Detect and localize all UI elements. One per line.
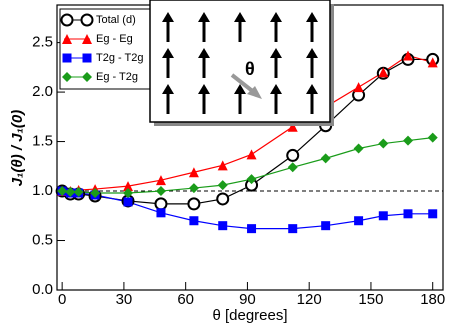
- x-tick-label: 180: [420, 291, 445, 308]
- marker: [188, 167, 199, 178]
- marker: [287, 162, 298, 173]
- inset-label: θ: [245, 59, 255, 79]
- marker: [246, 149, 257, 160]
- legend-label: T2g - T2g: [96, 52, 144, 64]
- x-tick-label: 60: [177, 291, 194, 308]
- marker: [65, 187, 76, 198]
- marker: [288, 224, 298, 234]
- marker: [156, 208, 166, 218]
- marker: [246, 174, 257, 185]
- marker: [217, 160, 228, 171]
- marker: [427, 132, 438, 143]
- marker: [82, 53, 92, 63]
- y-tick-label: 0.5: [32, 231, 53, 248]
- marker: [123, 188, 134, 199]
- marker: [218, 221, 228, 231]
- spin-arrow-head: [270, 12, 282, 22]
- y-tick-label: 0.0: [32, 281, 53, 298]
- x-tick-label: 90: [239, 291, 256, 308]
- spin-arrows: [162, 12, 318, 114]
- marker: [189, 216, 199, 226]
- marker: [378, 138, 389, 149]
- marker: [353, 143, 364, 154]
- marker: [354, 216, 364, 226]
- spin-arrow-head: [162, 84, 174, 94]
- series-line: [62, 190, 433, 230]
- marker: [320, 153, 331, 164]
- y-tick-label: 1.0: [32, 182, 53, 199]
- y-tick-label: 2.0: [32, 83, 53, 100]
- marker: [155, 175, 166, 186]
- marker: [62, 72, 72, 82]
- legend-box: [59, 8, 153, 90]
- marker: [427, 57, 438, 68]
- inset: θ: [149, 0, 334, 126]
- spin-arrow-head: [198, 12, 210, 22]
- marker: [62, 53, 72, 63]
- marker: [353, 82, 364, 93]
- marker: [428, 209, 438, 219]
- spin-arrow-head: [198, 84, 210, 94]
- x-axis-label: θ [degrees]: [212, 307, 287, 324]
- marker: [321, 221, 331, 231]
- spin-arrow-head: [306, 48, 318, 58]
- spin-arrow-head: [306, 84, 318, 94]
- x-tick-label: 30: [116, 291, 133, 308]
- legend-label: Eg - Eg: [96, 33, 133, 45]
- spin-arrow-head: [270, 48, 282, 58]
- marker: [188, 183, 199, 194]
- marker: [62, 34, 72, 44]
- marker: [403, 135, 414, 146]
- marker: [286, 148, 300, 162]
- y-tick-label: 2.5: [32, 34, 53, 51]
- marker: [155, 186, 166, 197]
- y-axis-label: J₁(θ) / J₁(0): [9, 110, 26, 186]
- legend: Total (d) Eg - Eg T2g - T2g Eg - T2g: [60, 13, 144, 83]
- marker: [123, 181, 134, 192]
- marker: [73, 187, 84, 198]
- marker: [247, 224, 257, 234]
- marker: [123, 197, 133, 207]
- y-tick-label: 1.5: [32, 133, 53, 150]
- spin-arrow-head: [270, 84, 282, 94]
- marker: [378, 67, 389, 78]
- marker: [154, 197, 168, 211]
- marker: [60, 13, 74, 27]
- marker: [216, 192, 230, 206]
- marker: [403, 209, 413, 219]
- spin-arrow-head: [234, 84, 246, 94]
- spin-arrow-head: [306, 12, 318, 22]
- tilted-spin-head: [247, 86, 262, 99]
- marker: [82, 34, 92, 44]
- marker: [80, 13, 94, 27]
- marker: [82, 72, 92, 82]
- marker: [403, 50, 414, 61]
- x-tick-label: 150: [358, 291, 383, 308]
- marker: [287, 121, 298, 132]
- x-tick-label: 120: [297, 291, 322, 308]
- marker: [57, 186, 68, 197]
- marker: [378, 211, 388, 221]
- legend-label: Eg - T2g: [96, 71, 138, 83]
- spin-arrow-head: [162, 12, 174, 22]
- marker: [90, 188, 101, 199]
- marker: [187, 197, 201, 211]
- spin-arrow-head: [234, 12, 246, 22]
- legend-label: Total (d): [96, 14, 136, 26]
- spin-arrow-head: [198, 48, 210, 58]
- spin-arrow-head: [162, 48, 174, 58]
- x-tick-label: 0: [58, 291, 66, 308]
- marker: [217, 180, 228, 191]
